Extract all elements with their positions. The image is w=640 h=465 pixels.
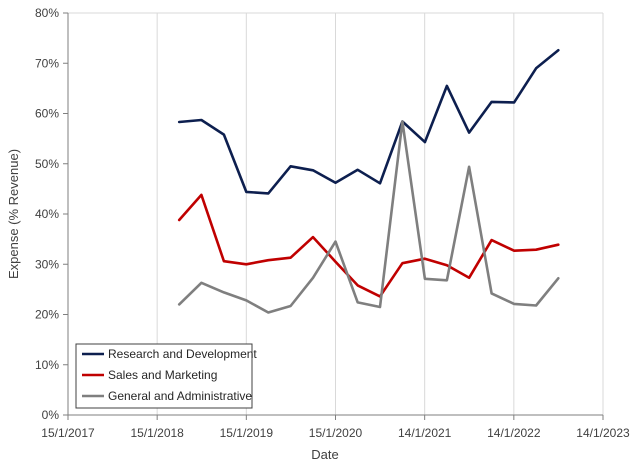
x-tick-label: 14/1/2022 — [487, 426, 541, 440]
y-tick-label: 50% — [35, 157, 59, 171]
y-tick-label: 20% — [35, 308, 59, 322]
y-tick-label: 30% — [35, 257, 59, 271]
legend-box — [75, 343, 253, 409]
legend-label-3: General and Administrative — [108, 389, 252, 403]
series-lines — [177, 48, 560, 314]
axes — [63, 12, 604, 420]
x-tick-label: 14/1/2021 — [398, 426, 452, 440]
y-tick-label: 10% — [35, 358, 59, 372]
x-tick-label: 15/1/2020 — [309, 426, 363, 440]
y-tick-label: 60% — [35, 107, 59, 121]
series-line-3 — [177, 120, 560, 314]
x-tick-label: 15/1/2019 — [220, 426, 274, 440]
y-tick-label: 70% — [35, 56, 59, 70]
x-tick-label: 15/1/2018 — [130, 426, 184, 440]
x-tick-labels: 15/1/2017 15/1/2018 15/1/2019 15/1/2020 14/1… — [41, 426, 630, 440]
y-tick-label: 0% — [42, 408, 60, 422]
series-line-2 — [177, 193, 560, 298]
legend-label-2: Sales and Marketing — [108, 368, 217, 382]
y-tick-label: 80% — [35, 6, 59, 20]
x-axis-label: Date — [311, 447, 338, 462]
y-tick-labels: 0% 10% 20% 30% 40% 50% 60% 70% 80% — [35, 6, 59, 422]
legend-label-1: Research and Development — [108, 347, 257, 361]
series-line-1 — [177, 48, 560, 195]
legend: Research and Development Sales and Market… — [75, 343, 257, 409]
x-tick-label: 15/1/2017 — [41, 426, 95, 440]
y-axis-label: Expense (% Revenue) — [6, 149, 21, 279]
y-tick-label: 40% — [35, 207, 59, 221]
x-tick-label: 14/1/2023 — [576, 426, 630, 440]
